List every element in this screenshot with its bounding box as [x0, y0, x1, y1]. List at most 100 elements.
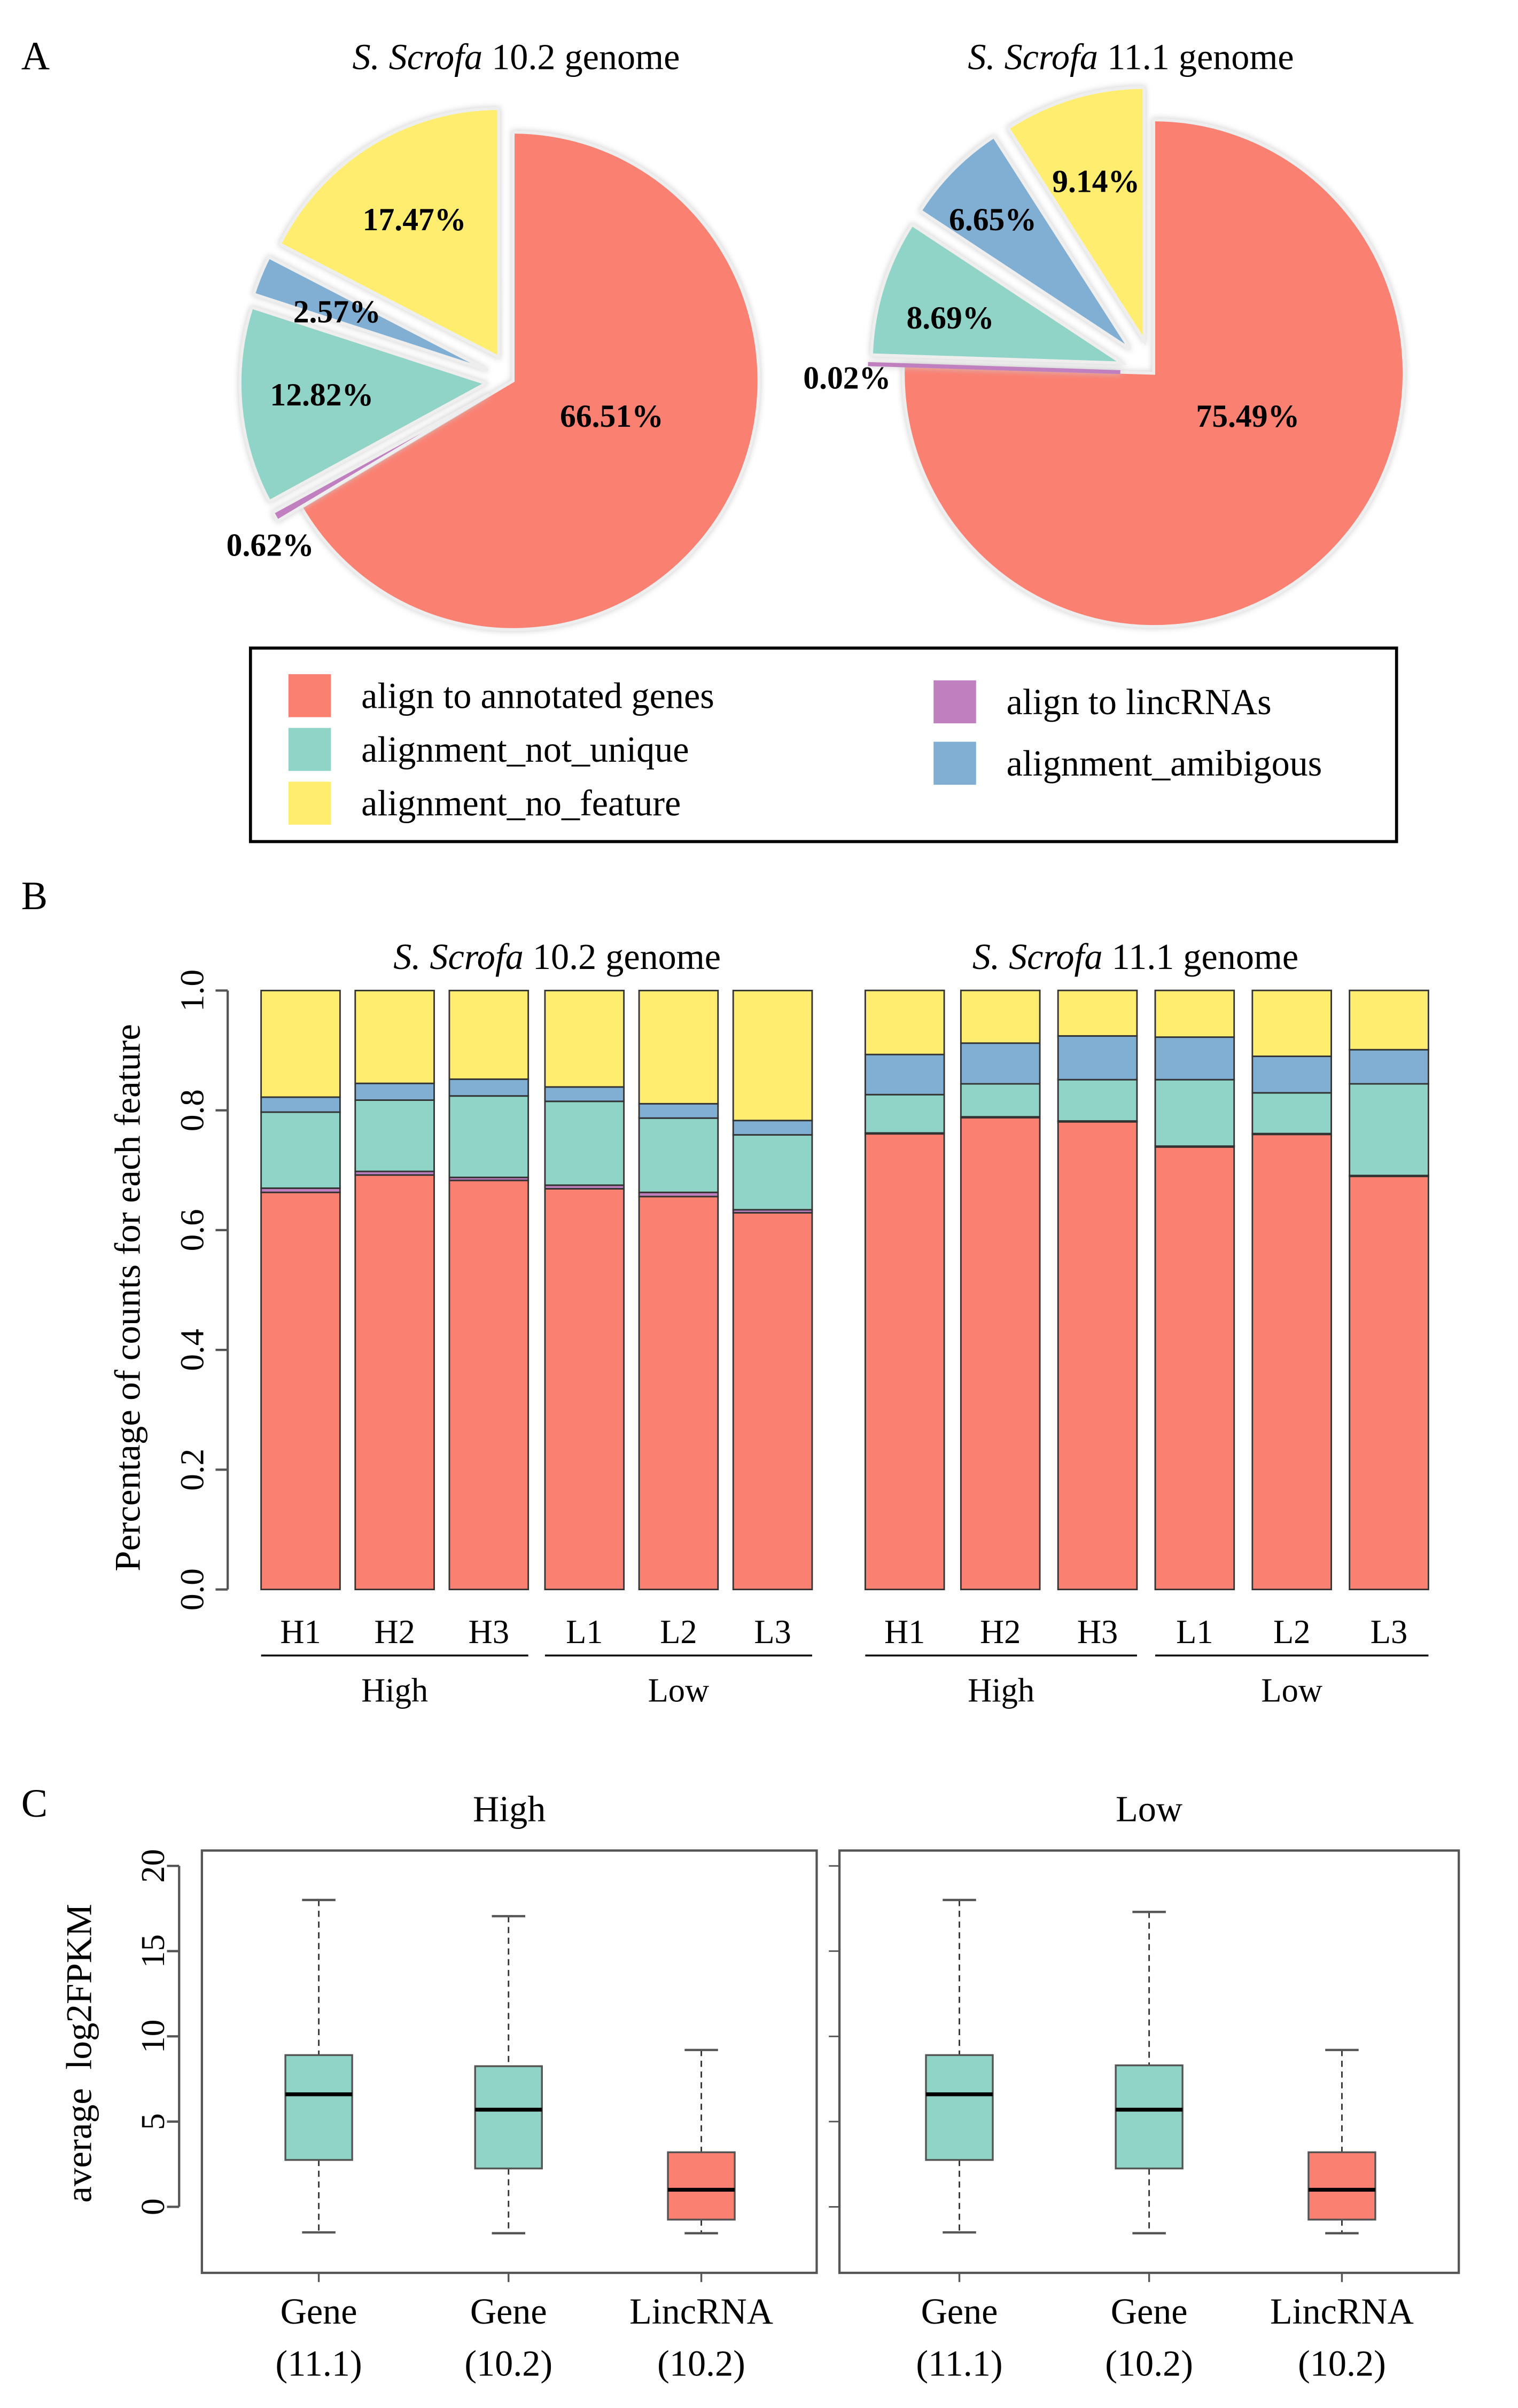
bar-segment-ambiguous — [354, 1082, 435, 1101]
legend-label-no_feature: alignment_no_feature — [361, 783, 681, 823]
pie-chart-10-2: 66.51% 0.62% 12.82% 2.57% 17.47% — [227, 107, 761, 631]
bar-y-axis-label: Percentage of counts for each feature — [107, 1024, 148, 1572]
pie-label-annotated: 75.49% — [1196, 398, 1299, 434]
bar-segment-not_unique — [864, 1093, 945, 1134]
pie-label-lincRNA: 0.02% — [803, 360, 891, 395]
box-x-label: Gene — [921, 2291, 998, 2332]
boxplot-chart: average log2FPKM 05101520HighGene(11.1)G… — [59, 1788, 1460, 2384]
legend: align to annotated genes alignment_not_un… — [248, 646, 1398, 843]
bar-segment-no_feature — [1057, 989, 1138, 1037]
pie-charts: 66.51% 0.62% 12.82% 2.57% 17.47% 75.49% 0.02% 8… — [227, 85, 1406, 631]
pie-label-annotated: 66.51% — [560, 398, 664, 434]
bar-segment-ambiguous — [448, 1078, 530, 1097]
box-y-tick-label: 10 — [134, 2020, 172, 2053]
pie-chart-11-1: 75.49% 0.02% 8.69% 6.65% 9.14% — [803, 85, 1406, 628]
bar-segment-annotated — [960, 1116, 1041, 1591]
bar-segment-not_unique — [354, 1099, 435, 1172]
bar-x-label: L2 — [660, 1613, 697, 1651]
bar-segment-no_feature — [260, 989, 341, 1098]
bar-segment-no_feature — [638, 989, 719, 1105]
bar-segment-annotated — [1349, 1175, 1429, 1591]
pie-label-no_feature: 17.47% — [363, 202, 466, 237]
bar-segment-no_feature — [544, 989, 625, 1088]
pie-slice-not_unique — [870, 222, 1127, 365]
box-y-axis-label: average log2FPKM — [59, 1904, 99, 2202]
bar-segment-ambiguous — [864, 1053, 945, 1096]
bar-segment-annotated — [260, 1191, 341, 1591]
box-x-sublabel: (10.2) — [657, 2343, 745, 2383]
bar-segment-ambiguous — [260, 1096, 341, 1113]
box-iqr — [1307, 2151, 1376, 2221]
bar-segment-not_unique — [1251, 1092, 1332, 1135]
bar-y-tick-label: 0.4 — [174, 1329, 211, 1371]
pie-title-10-2: S. Scrofa 10.2 genome — [353, 36, 680, 77]
pie-label-lincRNA: 0.62% — [227, 527, 314, 562]
box-y-tick-label: 0 — [134, 2199, 172, 2216]
pie-slice-lincRNA — [868, 362, 1120, 374]
box-x-sublabel: (10.2) — [1298, 2343, 1386, 2383]
bar-segment-ambiguous — [638, 1103, 719, 1119]
pie-slice-annotated — [901, 118, 1406, 628]
bar-x-label: H2 — [374, 1613, 415, 1651]
bar-x-label: H3 — [469, 1613, 509, 1651]
bar-segment-not_unique — [544, 1100, 625, 1186]
bar-segment-ambiguous — [960, 1042, 1041, 1085]
legend-label-not_unique: alignment_not_unique — [361, 729, 689, 770]
bar-segment-no_feature — [354, 989, 435, 1084]
pie-label-no_feature: 9.14% — [1052, 163, 1140, 199]
box-x-label: LincRNA — [629, 2291, 773, 2332]
box-x-sublabel: (10.2) — [1105, 2343, 1193, 2383]
bar-title-10-2: S. Scrofa 10.2 genome — [393, 936, 721, 977]
bar-segment-ambiguous — [544, 1086, 625, 1103]
legend-items: align to annotated genes alignment_not_un… — [288, 674, 1322, 825]
boxplot-gene: Gene (11.1) — [276, 1898, 362, 2384]
bar-x-label: H3 — [1077, 1613, 1118, 1651]
bar-segment-annotated — [544, 1188, 625, 1591]
bar-x-label: L3 — [1371, 1613, 1407, 1651]
box-y-tick-label: 5 — [134, 2113, 172, 2130]
bar-segment-no_feature — [1154, 989, 1235, 1038]
bar-group-label: High — [968, 1671, 1034, 1709]
boxplot-gene: Gene (11.1) — [916, 1898, 1003, 2384]
pie-slice-annotated — [299, 130, 761, 631]
bar-segment-annotated — [732, 1211, 813, 1591]
box-x-label: Gene — [1111, 2291, 1188, 2332]
bar-y-tick-label: 0.2 — [174, 1449, 211, 1491]
bar-segment-ambiguous — [1349, 1049, 1429, 1085]
pie-slice-no_feature — [1006, 85, 1146, 346]
box-x-sublabel: (11.1) — [916, 2343, 1002, 2383]
box-iqr — [474, 2065, 543, 2170]
box-x-sublabel: (11.1) — [276, 2343, 362, 2383]
panel-label-a: A — [21, 34, 50, 78]
legend-label-lincRNA: align to lincRNAs — [1007, 682, 1272, 722]
bar-x-label: H1 — [280, 1613, 321, 1651]
pie-slice-no_feature — [277, 107, 501, 360]
panel-label-c: C — [21, 1782, 48, 1826]
pie-label-not_unique: 12.82% — [270, 377, 373, 412]
bar-segment-no_feature — [960, 989, 1041, 1044]
bar-y-tick-label: 0.8 — [174, 1089, 211, 1131]
box-panel-title: Low — [1116, 1788, 1182, 1829]
bar-segment-not_unique — [732, 1134, 813, 1211]
box-panel-title: High — [473, 1788, 546, 1829]
legend-frame — [248, 646, 1398, 843]
box-iqr — [284, 2054, 353, 2161]
legend-label-annotated: align to annotated genes — [361, 675, 714, 716]
bar-segment-no_feature — [864, 989, 945, 1056]
legend-swatch-annotated — [288, 674, 331, 717]
boxplot-lincrna: LincRNA (10.2) — [1270, 2049, 1414, 2384]
bar-segment-annotated — [864, 1132, 945, 1591]
bar-segment-no_feature — [732, 989, 813, 1122]
box-y-tick-label: 20 — [134, 1849, 172, 1883]
bar-segment-not_unique — [960, 1083, 1041, 1118]
bar-y-tick-label: 1.0 — [174, 970, 211, 1012]
bar-y-tick-label: 0.6 — [174, 1209, 211, 1251]
bar-x-label: L3 — [754, 1613, 791, 1651]
bar-segment-annotated — [448, 1179, 530, 1591]
legend-swatch-lincRNA — [933, 680, 976, 724]
bar-segment-ambiguous — [732, 1120, 813, 1136]
box-iqr — [667, 2151, 736, 2221]
box-iqr — [1115, 2064, 1184, 2170]
bar-segment-annotated — [1057, 1120, 1138, 1591]
